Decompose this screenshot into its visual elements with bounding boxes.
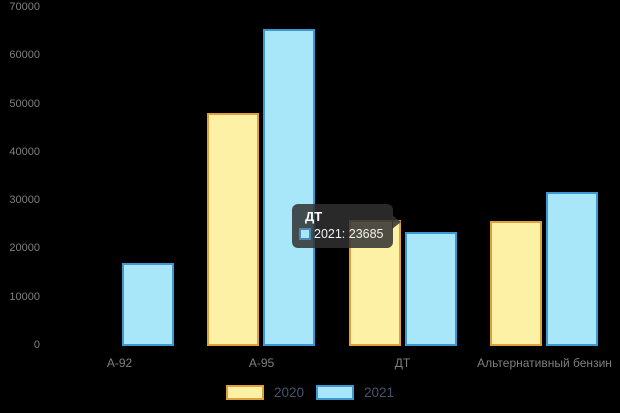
x-category-label: А-95 xyxy=(248,356,275,370)
x-category-label: Альтернативный бензин xyxy=(477,356,612,370)
tooltip-title: ДТ xyxy=(305,209,323,224)
legend-item-2020[interactable]: 2020 xyxy=(225,385,304,400)
bar-Альтернативный бензин-2021[interactable] xyxy=(546,192,598,346)
bar-А-95-2020[interactable] xyxy=(207,113,259,346)
legend-label: 2020 xyxy=(273,385,304,400)
y-tick-label: 70000 xyxy=(9,1,40,13)
y-tick-label: 30000 xyxy=(9,194,40,206)
legend-label: 2021 xyxy=(364,385,395,400)
bar-А-92-2021[interactable] xyxy=(122,263,174,346)
tooltip-caret xyxy=(391,215,401,229)
legend: 2020 2021 xyxy=(0,385,620,400)
y-tick-label: 20000 xyxy=(9,242,40,254)
y-tick-label: 10000 xyxy=(9,291,40,303)
y-tick-label: 0 xyxy=(33,339,40,351)
y-tick-label: 60000 xyxy=(9,49,40,61)
x-category-label: ДТ xyxy=(394,356,411,370)
bar-Альтернативный бензин-2020[interactable] xyxy=(490,221,542,346)
bar-А-95-2021[interactable] xyxy=(263,29,315,346)
tooltip-row: 2021: 23685 xyxy=(299,227,384,241)
legend-item-2021[interactable]: 2021 xyxy=(316,385,394,400)
bar-ДТ-2021[interactable] xyxy=(405,232,457,346)
tooltip: ДТ 2021: 23685 xyxy=(292,204,401,248)
legend-swatch-2021 xyxy=(316,385,354,400)
tooltip-series-swatch xyxy=(299,228,311,240)
tooltip-value: 2021: 23685 xyxy=(314,227,384,241)
legend-swatch-2020 xyxy=(225,385,264,400)
y-tick-label: 50000 xyxy=(9,98,40,110)
y-tick-label: 40000 xyxy=(9,146,40,158)
x-category-label: А-92 xyxy=(106,356,133,370)
